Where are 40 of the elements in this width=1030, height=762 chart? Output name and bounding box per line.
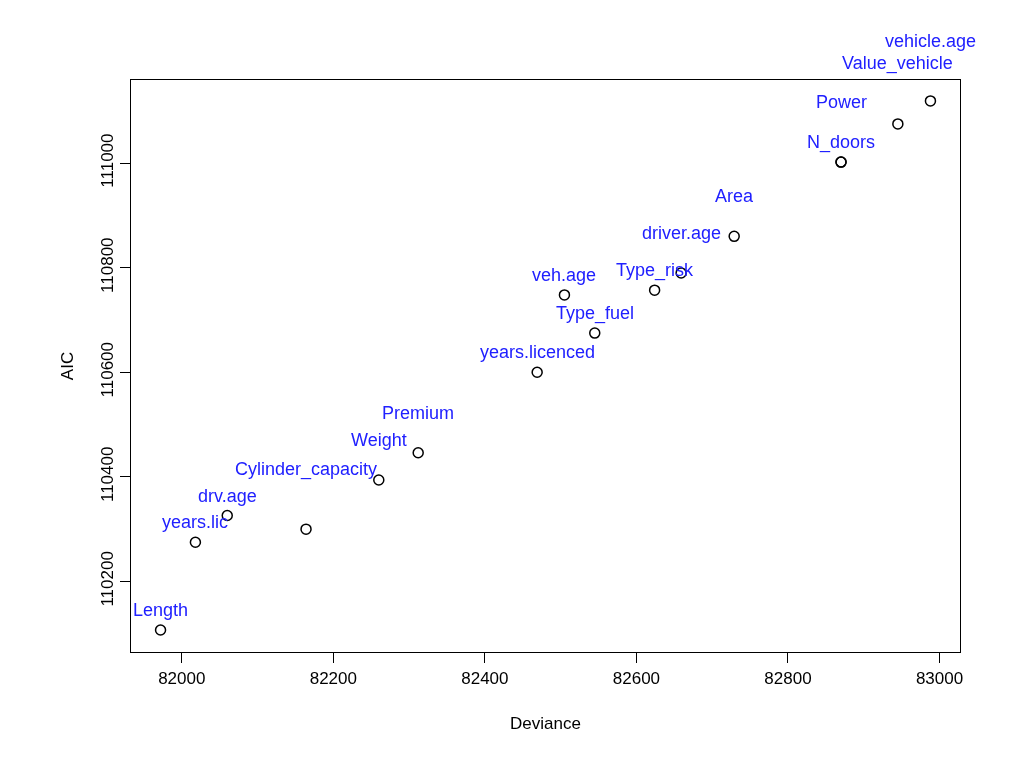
annotation: Cylinder_capacity	[235, 459, 378, 480]
annotation: Premium	[382, 403, 455, 423]
x-tick-label: 82400	[461, 668, 509, 688]
point	[189, 536, 202, 548]
annotation: Weight	[351, 430, 407, 450]
annotation: Power	[816, 92, 868, 112]
point	[892, 118, 904, 130]
point	[531, 366, 543, 379]
point	[589, 327, 601, 339]
x-tick-label: 82800	[764, 668, 812, 688]
point	[728, 230, 740, 243]
annotation: driver.age	[642, 223, 722, 243]
x-tick-label: 83000	[915, 668, 964, 688]
annotation: Value_vehicle	[842, 53, 953, 74]
x-axis-title: Deviance	[510, 713, 581, 733]
annotation: Area	[715, 186, 755, 206]
point	[412, 447, 424, 459]
annotation: Type_fuel	[556, 303, 635, 324]
annotation: N_doors	[807, 132, 876, 153]
y-tick-label: 110400	[98, 446, 118, 503]
x-tick-label: 82200	[309, 668, 357, 688]
y-tick-label: 110600	[98, 341, 118, 398]
annotation: years.lic	[162, 512, 229, 532]
y-axis-title: AIC	[57, 351, 77, 381]
x-tick-label: 82600	[612, 668, 661, 688]
annotation: years.licenced	[480, 342, 596, 362]
annotation: Length	[133, 600, 189, 620]
y-tick-label: 110200	[98, 551, 118, 607]
point	[924, 95, 937, 107]
y-tick-label: 110800	[98, 237, 118, 293]
point	[154, 624, 167, 636]
point	[558, 289, 571, 301]
annotation: drv.age	[198, 486, 257, 506]
x-tick-label: 82000	[158, 668, 206, 688]
point	[648, 284, 661, 296]
annotation: vehicle.age	[885, 31, 977, 51]
point	[300, 523, 312, 535]
annotation: Type_risk	[616, 260, 695, 281]
annotation: veh.age	[532, 265, 597, 285]
y-tick-label: 111000	[98, 133, 118, 188]
